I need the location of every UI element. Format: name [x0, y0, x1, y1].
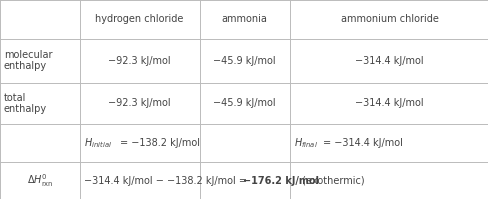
- Text: ammonia: ammonia: [222, 14, 267, 24]
- Text: total
enthalpy: total enthalpy: [4, 93, 47, 114]
- Text: $\mathit{H}_\mathit{initial}$: $\mathit{H}_\mathit{initial}$: [83, 136, 111, 150]
- Text: −45.9 kJ/mol: −45.9 kJ/mol: [213, 99, 276, 108]
- Text: −314.4 kJ/mol − −138.2 kJ/mol =: −314.4 kJ/mol − −138.2 kJ/mol =: [83, 176, 249, 186]
- Text: $\Delta H^0_\mathrm{rxn}$: $\Delta H^0_\mathrm{rxn}$: [26, 172, 53, 189]
- Text: = −138.2 kJ/mol: = −138.2 kJ/mol: [120, 138, 200, 148]
- Text: −92.3 kJ/mol: −92.3 kJ/mol: [108, 99, 171, 108]
- Text: −314.4 kJ/mol: −314.4 kJ/mol: [354, 56, 423, 66]
- Text: $\mathit{H}_\mathit{final}$: $\mathit{H}_\mathit{final}$: [293, 136, 317, 150]
- Text: = −314.4 kJ/mol: = −314.4 kJ/mol: [323, 138, 402, 148]
- Text: ammonium chloride: ammonium chloride: [340, 14, 438, 24]
- Text: (exothermic): (exothermic): [298, 176, 364, 186]
- Text: −314.4 kJ/mol: −314.4 kJ/mol: [354, 99, 423, 108]
- Text: −176.2 kJ/mol: −176.2 kJ/mol: [242, 176, 318, 186]
- Text: hydrogen chloride: hydrogen chloride: [95, 14, 183, 24]
- Text: −92.3 kJ/mol: −92.3 kJ/mol: [108, 56, 171, 66]
- Text: −45.9 kJ/mol: −45.9 kJ/mol: [213, 56, 276, 66]
- Text: molecular
enthalpy: molecular enthalpy: [4, 50, 52, 71]
